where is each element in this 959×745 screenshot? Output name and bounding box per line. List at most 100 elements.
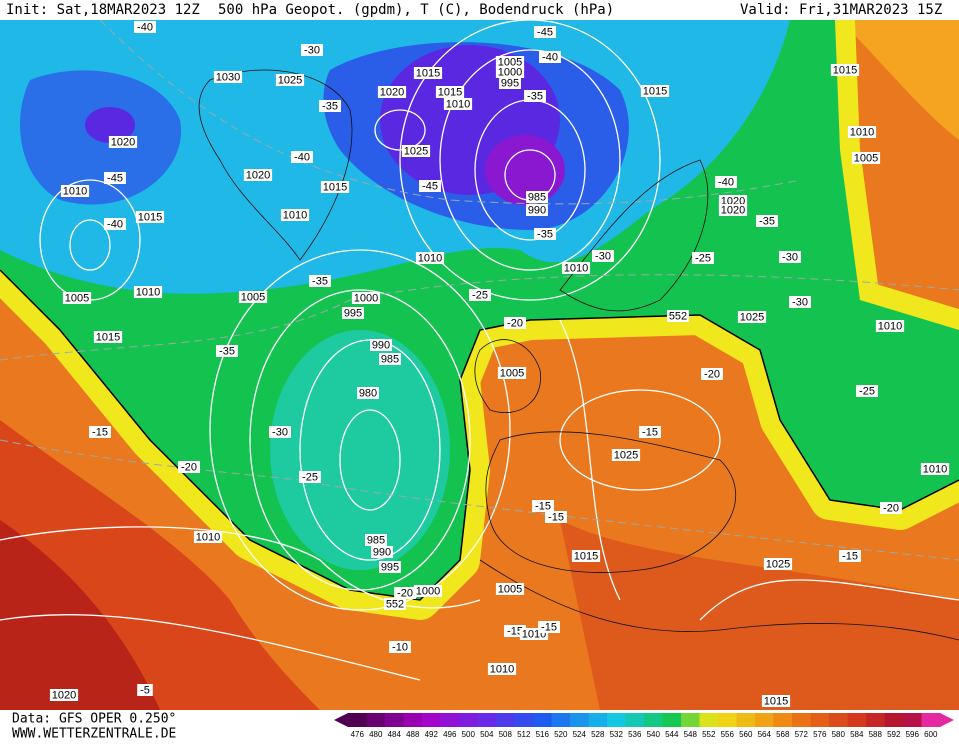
map-label: -35 bbox=[219, 345, 235, 357]
map-label: -30 bbox=[304, 44, 320, 56]
purple-west bbox=[85, 107, 135, 143]
map-label: -15 bbox=[535, 500, 551, 512]
map-label: 1020 bbox=[52, 689, 76, 701]
label-box bbox=[384, 598, 406, 610]
map-label: 1015 bbox=[96, 331, 120, 343]
label-box bbox=[856, 385, 878, 397]
label-box bbox=[532, 500, 554, 512]
scale-swatch bbox=[551, 713, 571, 727]
label-box bbox=[137, 684, 153, 696]
scale-swatch bbox=[644, 713, 663, 727]
map-label: -40 bbox=[718, 176, 734, 188]
scale-label: 504 bbox=[480, 730, 494, 739]
map-label: 1005 bbox=[498, 56, 522, 68]
label-box bbox=[389, 641, 411, 653]
label-box bbox=[133, 286, 163, 298]
scale-label: 516 bbox=[536, 730, 550, 739]
scale-label: 512 bbox=[517, 730, 531, 739]
site: WWW.WETTERZENTRALE.DE bbox=[12, 727, 176, 742]
map-label: 1005 bbox=[241, 291, 265, 303]
scale-label: 488 bbox=[406, 730, 420, 739]
label-box bbox=[737, 311, 767, 323]
scale-label: 496 bbox=[443, 730, 457, 739]
scale-swatch bbox=[422, 713, 441, 727]
map-label: 1010 bbox=[283, 209, 307, 221]
map-label: -40 bbox=[294, 151, 310, 163]
map-label: -35 bbox=[759, 215, 775, 227]
init-time: Init: Sat,18MAR2023 12Z bbox=[6, 2, 200, 18]
map-label: 1010 bbox=[136, 286, 160, 298]
map-label: 1030 bbox=[216, 71, 240, 83]
label-box bbox=[275, 74, 305, 86]
map-label: 1010 bbox=[923, 463, 947, 475]
scale-label: 536 bbox=[628, 730, 642, 739]
scale-swatch bbox=[847, 713, 867, 727]
label-box bbox=[534, 26, 556, 38]
label-box bbox=[213, 71, 243, 83]
scale-label: 556 bbox=[721, 730, 735, 739]
map-label: 1025 bbox=[740, 311, 764, 323]
scale-label: 492 bbox=[425, 730, 439, 739]
orange-east bbox=[840, 20, 959, 140]
label-box bbox=[545, 511, 567, 523]
map-label: -10 bbox=[392, 641, 408, 653]
label-box bbox=[342, 307, 364, 319]
label-box bbox=[415, 252, 445, 264]
map-label: -35 bbox=[527, 90, 543, 102]
scale-swatch bbox=[514, 713, 534, 727]
map-label: 1025 bbox=[404, 145, 428, 157]
label-box bbox=[539, 51, 561, 63]
map-label: 1010 bbox=[564, 262, 588, 274]
map-label: -5 bbox=[140, 684, 150, 696]
label-box bbox=[715, 176, 737, 188]
label-box bbox=[104, 218, 126, 230]
scale-swatch bbox=[348, 713, 367, 727]
label-box bbox=[351, 292, 381, 304]
label-box bbox=[487, 663, 517, 675]
map-label: 995 bbox=[501, 77, 519, 89]
map-label: 1015 bbox=[833, 64, 857, 76]
map-label: -40 bbox=[107, 218, 123, 230]
map-label: 1000 bbox=[354, 292, 378, 304]
scale-label: 520 bbox=[554, 730, 568, 739]
label-box bbox=[499, 77, 521, 89]
map-label: -35 bbox=[322, 100, 338, 112]
label-box bbox=[104, 172, 126, 184]
label-box bbox=[357, 387, 379, 399]
scale-label: 564 bbox=[758, 730, 772, 739]
map-label: -20 bbox=[507, 317, 523, 329]
scale-label: 548 bbox=[684, 730, 698, 739]
map-label: -25 bbox=[859, 385, 875, 397]
map-label: 1025 bbox=[278, 74, 302, 86]
scale-label: 528 bbox=[591, 730, 605, 739]
scale-label: 524 bbox=[573, 730, 587, 739]
map-label: 1010 bbox=[878, 320, 902, 332]
map-label: -45 bbox=[107, 172, 123, 184]
label-box bbox=[497, 367, 527, 379]
label-box bbox=[534, 228, 556, 240]
scale-swatch bbox=[533, 713, 552, 727]
map-label: 1020 bbox=[246, 169, 270, 181]
map-label: 552 bbox=[669, 310, 687, 322]
map-label: -35 bbox=[312, 275, 328, 287]
map-label: 1010 bbox=[196, 531, 220, 543]
label-box bbox=[763, 558, 793, 570]
scale-swatch bbox=[884, 713, 904, 727]
label-box bbox=[301, 44, 323, 56]
label-box bbox=[413, 67, 443, 79]
scale-label: 544 bbox=[665, 730, 679, 739]
scale-label: 532 bbox=[610, 730, 624, 739]
map-label: 1010 bbox=[446, 98, 470, 110]
label-box bbox=[718, 204, 748, 216]
map-label: -45 bbox=[422, 180, 438, 192]
label-box bbox=[592, 250, 614, 262]
map-label: -15 bbox=[541, 621, 557, 633]
low-core bbox=[270, 330, 450, 570]
scale-swatch bbox=[385, 713, 404, 727]
label-box bbox=[469, 289, 491, 301]
map-label: -40 bbox=[542, 51, 558, 63]
scale-swatch bbox=[496, 713, 515, 727]
map-label: -20 bbox=[883, 502, 899, 514]
map-labels: -40 -30 1030 1025 1015 1005 1000 995 -45 -40 1015 1… bbox=[49, 21, 950, 707]
label-box bbox=[880, 502, 902, 514]
